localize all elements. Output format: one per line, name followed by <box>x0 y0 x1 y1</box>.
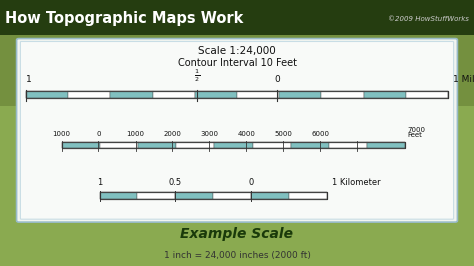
FancyBboxPatch shape <box>20 41 454 219</box>
Bar <box>62 142 405 148</box>
Text: $\frac{1}{2}$: $\frac{1}{2}$ <box>194 68 200 84</box>
Bar <box>62 142 100 148</box>
Bar <box>68 91 110 98</box>
Bar <box>100 142 138 148</box>
Text: 4000: 4000 <box>237 131 255 137</box>
Bar <box>321 91 364 98</box>
Text: 6000: 6000 <box>311 131 329 137</box>
Text: 2000: 2000 <box>164 131 181 137</box>
Text: 3000: 3000 <box>201 131 219 137</box>
Bar <box>138 142 176 148</box>
Text: 1000: 1000 <box>53 131 71 137</box>
Bar <box>251 192 289 199</box>
Text: 0: 0 <box>248 178 254 187</box>
Text: 1 Mile: 1 Mile <box>453 75 474 84</box>
Text: 0: 0 <box>96 131 100 137</box>
Bar <box>367 142 405 148</box>
Text: 7000: 7000 <box>408 127 426 133</box>
Text: Contour Interval 10 Feet: Contour Interval 10 Feet <box>177 57 297 68</box>
Text: 1 Kilometer: 1 Kilometer <box>332 178 381 187</box>
Bar <box>329 142 367 148</box>
Bar <box>364 91 406 98</box>
Bar <box>26 91 448 98</box>
Bar <box>0 35 474 106</box>
Bar <box>100 192 137 199</box>
Bar <box>100 192 327 199</box>
Text: 0: 0 <box>274 75 280 84</box>
Text: 1 inch = 24,000 inches (2000 ft): 1 inch = 24,000 inches (2000 ft) <box>164 251 310 260</box>
Text: ©2009 HowStuffWorks: ©2009 HowStuffWorks <box>388 16 469 22</box>
Text: How Topographic Maps Work: How Topographic Maps Work <box>5 11 243 26</box>
Text: 1: 1 <box>97 178 102 187</box>
Bar <box>153 91 195 98</box>
Bar <box>237 91 279 98</box>
Bar <box>289 192 327 199</box>
Bar <box>279 91 321 98</box>
Text: 5000: 5000 <box>274 131 292 137</box>
Bar <box>291 142 329 148</box>
Text: Feet: Feet <box>408 132 422 138</box>
Bar <box>176 142 214 148</box>
Bar <box>0 0 474 35</box>
Bar <box>253 142 291 148</box>
Text: 0.5: 0.5 <box>169 178 182 187</box>
Text: 1000: 1000 <box>127 131 145 137</box>
Text: 1: 1 <box>26 75 32 84</box>
Bar <box>110 91 153 98</box>
Bar <box>406 91 448 98</box>
Bar <box>213 192 251 199</box>
Bar <box>137 192 175 199</box>
Text: Example Scale: Example Scale <box>181 227 293 241</box>
Bar <box>0 35 474 266</box>
Bar <box>175 192 213 199</box>
Bar <box>214 142 253 148</box>
Text: Scale 1:24,000: Scale 1:24,000 <box>198 45 276 56</box>
FancyBboxPatch shape <box>17 39 457 222</box>
Bar <box>26 91 68 98</box>
Bar <box>195 91 237 98</box>
